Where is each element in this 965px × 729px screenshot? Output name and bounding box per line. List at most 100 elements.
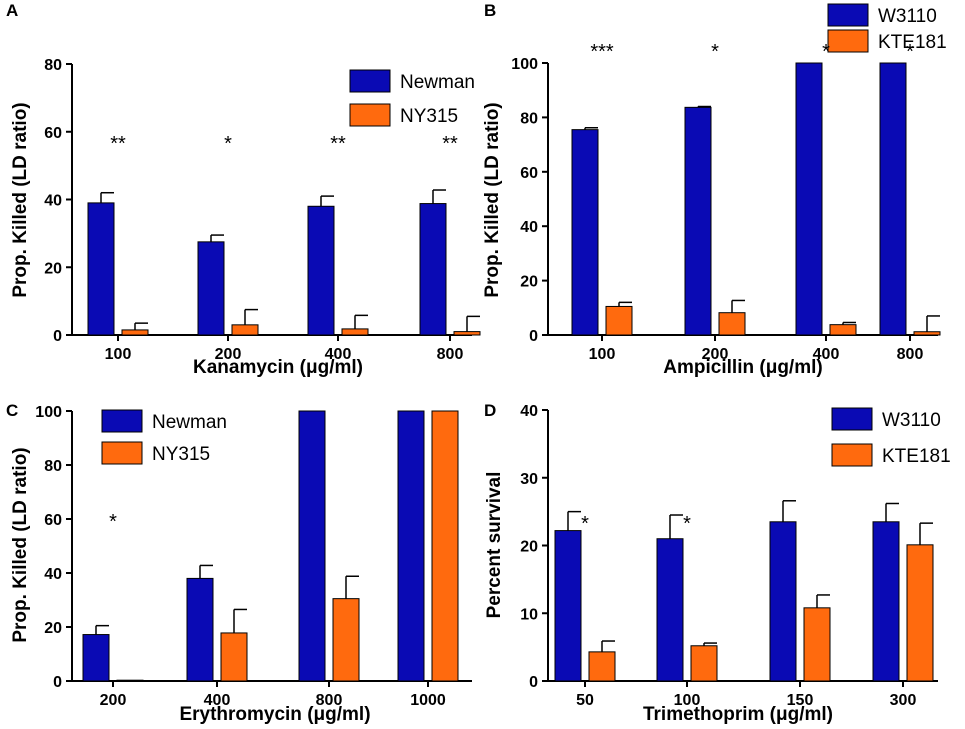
y-tick-label: 0 <box>53 328 62 345</box>
x-tick-label: 150 <box>787 692 814 709</box>
y-tick-label: 20 <box>520 274 538 291</box>
panel-letter: A <box>6 1 18 20</box>
y-axis-label: Prop. Killed (LD ratio) <box>10 447 31 642</box>
legend-swatch-series2 <box>349 103 391 127</box>
y-axis-label: Prop. Killed (LD ratio) <box>10 102 31 297</box>
legend-swatch-series2 <box>101 441 143 465</box>
bar-series1 <box>298 410 326 682</box>
x-tick-label: 800 <box>897 346 924 363</box>
bar-series1 <box>307 205 335 336</box>
significance-marker: * <box>109 511 117 533</box>
significance-marker: * <box>822 41 830 63</box>
x-tick-label: 200 <box>702 346 729 363</box>
panel-letter: C <box>6 401 18 420</box>
legend-label-series1: Newman <box>400 72 475 93</box>
y-tick-label: 10 <box>520 606 538 623</box>
panel-letter: D <box>484 401 496 420</box>
x-tick-label: 400 <box>325 346 352 363</box>
x-axis-label: Erythromycin (μg/ml) <box>179 704 370 725</box>
bar-series2 <box>829 324 857 336</box>
legend-label-series1: Newman <box>152 412 227 433</box>
panel-a: A Prop. Killed (LD ratio) Kanamycin (μg/… <box>6 1 481 378</box>
bar-series1 <box>684 106 712 336</box>
significance-marker: * <box>711 41 719 63</box>
x-axis-label: Kanamycin (μg/ml) <box>193 357 363 378</box>
y-tick-label: 80 <box>44 458 62 475</box>
bar-series2 <box>605 305 633 336</box>
panel-letter: B <box>484 1 496 20</box>
bar-series2 <box>690 645 718 682</box>
bar-series1 <box>769 521 797 682</box>
y-tick-label: 20 <box>520 539 538 556</box>
significance-marker: * <box>581 513 589 535</box>
bar-series1 <box>87 202 115 336</box>
panel-d: D Percent survival Trimethoprim (μg/ml) … <box>484 401 951 725</box>
legend-swatch-series1 <box>831 407 873 431</box>
y-tick-label: 40 <box>44 566 62 583</box>
y-tick-label: 100 <box>511 56 538 73</box>
legend-swatch-series2 <box>827 29 869 53</box>
bar-series1 <box>795 62 823 336</box>
y-tick-label: 80 <box>520 110 538 127</box>
y-tick-label: 100 <box>35 404 62 421</box>
y-tick-label: 30 <box>520 471 538 488</box>
y-tick-label: 60 <box>520 165 538 182</box>
x-tick-label: 100 <box>589 346 616 363</box>
y-tick-label: 0 <box>53 674 62 691</box>
x-axis-label: Trimethoprim (μg/ml) <box>643 704 833 725</box>
significance-marker: * <box>906 41 914 63</box>
bar-series2 <box>803 607 831 682</box>
legend-label-series2: KTE181 <box>882 446 951 467</box>
bar-series1 <box>571 129 599 336</box>
legend-label-series1: W3110 <box>882 410 941 431</box>
x-tick-label: 50 <box>576 692 594 709</box>
bar-series2 <box>116 679 144 682</box>
legend-swatch-series1 <box>349 69 391 93</box>
x-tick-label: 400 <box>204 692 231 709</box>
x-tick-label: 400 <box>813 346 840 363</box>
y-tick-label: 40 <box>520 219 538 236</box>
bar-series2 <box>718 312 746 336</box>
y-tick-label: 0 <box>529 328 538 345</box>
panel-b: B Prop. Killed (LD ratio) Ampicillin (μg… <box>482 1 947 378</box>
y-tick-label: 80 <box>44 57 62 74</box>
bar-series1 <box>872 521 900 682</box>
x-tick-label: 200 <box>100 692 127 709</box>
significance-marker: *** <box>590 41 614 63</box>
legend-label-series1: W3110 <box>878 6 937 27</box>
y-tick-label: 0 <box>529 674 538 691</box>
bar-series2 <box>588 651 616 682</box>
bar-series2 <box>906 544 934 682</box>
bar-series2 <box>913 331 941 336</box>
bar-series2 <box>220 632 248 682</box>
y-tick-label: 60 <box>44 125 62 142</box>
y-axis-label: Prop. Killed (LD ratio) <box>482 102 503 297</box>
bar-series1 <box>197 241 225 336</box>
legend-swatch-series1 <box>827 3 869 27</box>
bar-series1 <box>554 530 582 682</box>
x-tick-label: 100 <box>674 692 701 709</box>
significance-marker: * <box>683 513 691 535</box>
bar-series2 <box>431 410 459 682</box>
x-tick-label: 800 <box>437 346 464 363</box>
legend-swatch-series1 <box>101 409 143 433</box>
bar-series2 <box>453 331 481 336</box>
x-tick-label: 800 <box>316 692 343 709</box>
y-tick-label: 60 <box>44 512 62 529</box>
legend-label-series2: KTE181 <box>878 32 947 53</box>
bar-series1 <box>656 538 684 682</box>
bar-series2 <box>341 328 369 336</box>
bar-series2 <box>231 324 259 336</box>
y-tick-label: 20 <box>44 260 62 277</box>
legend-label-series2: NY315 <box>400 106 458 127</box>
bar-series1 <box>419 203 447 336</box>
significance-marker: ** <box>330 133 346 155</box>
x-tick-label: 300 <box>890 692 917 709</box>
bar-series1 <box>397 410 425 682</box>
bar-series1 <box>82 634 110 682</box>
x-tick-label: 200 <box>215 346 242 363</box>
significance-marker: * <box>224 133 232 155</box>
legend-swatch-series2 <box>831 443 873 467</box>
bar-series1 <box>186 577 214 682</box>
